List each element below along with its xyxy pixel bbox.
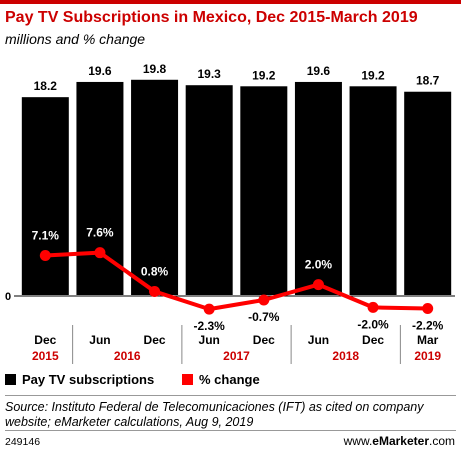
pct-label-1: 7.6% [86,226,114,240]
brand-name: eMarketer [372,434,429,448]
category-label-0: Dec [34,333,56,347]
footer-brand: www.eMarketer.com [344,434,455,448]
footer-divider [5,430,456,431]
source-divider [5,395,456,396]
pct-label-4: -0.7% [248,310,280,324]
year-label-2: 2017 [223,349,250,363]
category-label-2: Dec [144,333,166,347]
pct-label-6: -2.0% [357,317,389,331]
legend-item-bars: Pay TV subscriptions [5,372,154,387]
pct-point-2 [149,285,161,297]
bar-value-label-1: 19.6 [88,64,112,78]
chart-title: Pay TV Subscriptions in Mexico, Dec 2015… [5,9,418,26]
legend-item-line: % change [182,372,260,387]
footer-chart-id: 249146 [5,436,41,448]
bar-1 [76,81,124,295]
bar-value-label-6: 19.2 [361,68,385,82]
year-label-0: 2015 [32,349,59,363]
bar-value-label-4: 19.2 [252,68,276,82]
pct-point-7 [422,303,434,315]
top-accent-line [0,0,461,4]
pct-label-2: 0.8% [141,264,169,278]
bar-value-label-3: 19.3 [198,67,222,81]
bar-7 [404,91,452,295]
brand-prefix: www. [343,434,373,448]
bar-2 [131,79,179,295]
year-label-1: 2016 [114,349,141,363]
brand-suffix: .com [428,434,455,448]
bar-value-label-0: 18.2 [34,79,58,93]
pct-point-6 [367,301,379,313]
pct-point-4 [258,294,270,306]
pct-point-1 [94,247,106,259]
bar-4 [240,86,288,295]
category-label-3: Jun [199,333,220,347]
category-label-4: Dec [253,333,275,347]
legend-swatch-line [182,374,193,385]
category-label-1: Jun [89,333,110,347]
year-label-4: 2019 [414,349,441,363]
year-label-3: 2018 [332,349,359,363]
bar-line-chart: 0 18.2 19.6 19.8 19.3 19.2 19.6 19.2 18.7 7.1% 7.6… [5,62,455,364]
pct-point-5 [312,279,324,291]
bar-3 [185,85,233,295]
source-note: Source: Instituto Federal de Telecomunic… [5,400,424,429]
bar-0 [21,97,69,295]
bar-value-label-7: 18.7 [416,74,440,88]
pct-point-3 [203,303,215,315]
pct-label-7: -2.2% [412,319,444,333]
chart-subtitle: millions and % change [5,31,146,47]
zero-tick-label: 0 [5,291,11,303]
legend-label-line: % change [199,372,260,387]
pct-label-5: 2.0% [305,258,333,272]
pct-point-0 [39,250,51,262]
pct-label-0: 7.1% [32,229,60,243]
bar-5 [294,81,342,295]
category-label-6: Dec [362,333,384,347]
bar-6 [349,86,397,295]
pct-change-line [45,250,428,312]
legend-label-bars: Pay TV subscriptions [22,372,155,387]
category-label-7: Mar [417,333,439,347]
legend-swatch-bars [5,374,16,385]
pct-label-3: -2.3% [194,319,226,333]
bar-value-label-5: 19.6 [307,64,331,78]
bar-value-label-2: 19.8 [143,62,167,76]
category-label-5: Jun [308,333,329,347]
